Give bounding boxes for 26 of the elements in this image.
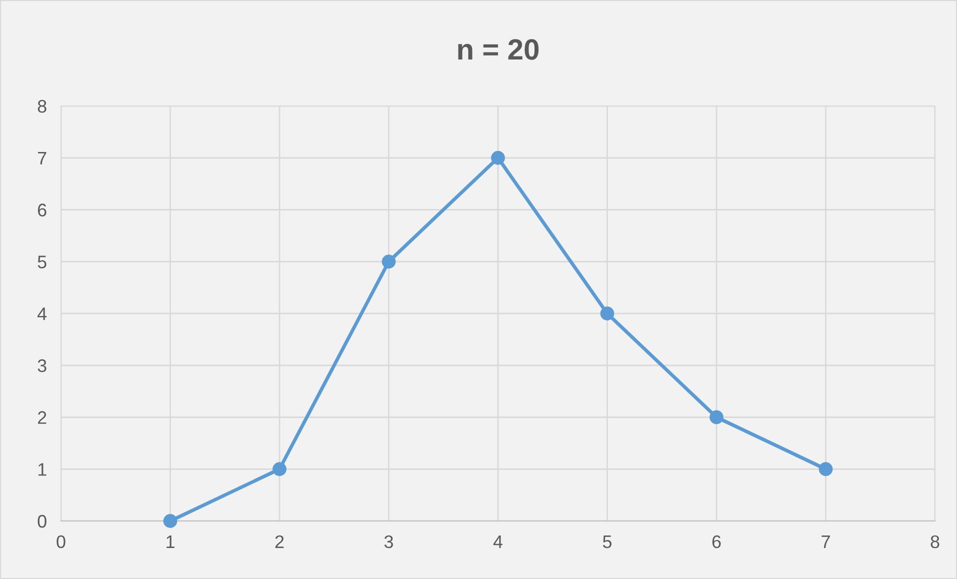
x-tick-label: 4 <box>493 536 502 548</box>
y-tick-label: 3 <box>38 359 46 372</box>
y-tick-label: 6 <box>38 204 46 216</box>
y-tick-label: 1 <box>38 463 46 476</box>
point <box>272 462 286 476</box>
x-tick-label: 6 <box>712 535 721 548</box>
y-tick-label: 5 <box>38 256 46 268</box>
y-tick-label: 8 <box>38 100 46 113</box>
x-tick-label: 5 <box>602 536 612 548</box>
point <box>382 254 396 269</box>
chart-title: n = 20 <box>458 39 539 60</box>
point <box>600 306 614 320</box>
x-tick-label: 3 <box>384 535 393 548</box>
y-tick-label: 0 <box>38 514 46 528</box>
y-tick-label: 7 <box>38 152 46 164</box>
point <box>818 462 833 476</box>
point <box>163 514 178 528</box>
x-tick-label: 1 <box>166 536 174 548</box>
x-tick-label: 7 <box>822 536 830 548</box>
point <box>491 150 505 165</box>
x-tick-label: 8 <box>930 535 940 548</box>
y-tick-label: 2 <box>38 411 46 424</box>
x-tick-label: 2 <box>275 535 284 548</box>
x-tick-label: 0 <box>56 535 66 548</box>
point <box>710 410 724 424</box>
y-tick-label: 4 <box>37 308 47 320</box>
